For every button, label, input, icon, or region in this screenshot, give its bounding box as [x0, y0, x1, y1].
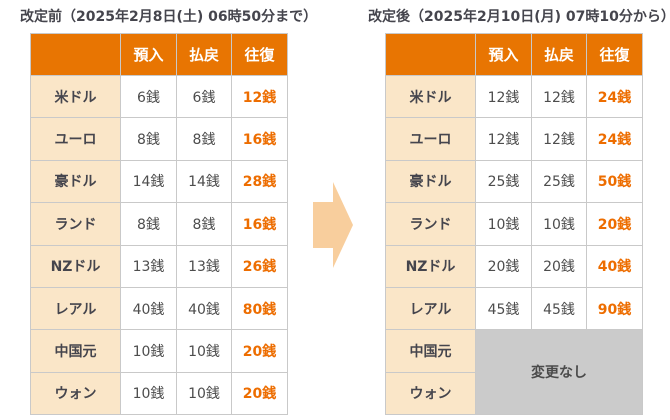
deposit-value: 12銭	[475, 117, 532, 161]
currency-label: 中国元	[30, 329, 121, 373]
currency-label: 米ドル	[385, 74, 476, 119]
deposit-value: 12銭	[475, 74, 532, 119]
roundtrip-value: 28銭	[231, 159, 288, 204]
withdrawal-value: 40銭	[176, 286, 232, 331]
col-header-withdrawal: 払戻	[176, 33, 232, 76]
withdrawal-value: 12銭	[531, 74, 587, 119]
col-header-roundtrip: 往復	[586, 33, 643, 76]
col-header-deposit: 預入	[475, 33, 532, 76]
table-row: ユーロ 8銭 8銭 16銭	[30, 117, 288, 161]
deposit-value: 20銭	[475, 244, 532, 288]
table-row: レアル 40銭 40銭 80銭	[30, 286, 288, 331]
col-header-withdrawal: 払戻	[531, 33, 587, 76]
currency-label: ウォン	[30, 371, 121, 416]
roundtrip-value: 12銭	[231, 74, 288, 119]
currency-label: ランド	[30, 202, 121, 246]
after-table: 預入 払戻 往復 米ドル 12銭 12銭 24銭 ユーロ 12銭 12銭 24銭 豪ドル 25銭 2…	[385, 33, 643, 416]
deposit-value: 40銭	[120, 286, 177, 331]
header-row: 預入 払戻 往復	[385, 33, 643, 76]
withdrawal-value: 25銭	[531, 159, 587, 204]
deposit-value: 10銭	[120, 329, 177, 373]
table-row: ランド 10銭 10銭 20銭	[385, 202, 643, 246]
table-row: 米ドル 12銭 12銭 24銭	[385, 74, 643, 119]
table-row: 米ドル 6銭 6銭 12銭	[30, 74, 288, 119]
col-header-roundtrip: 往復	[231, 33, 288, 76]
withdrawal-value: 45銭	[531, 286, 587, 331]
table-row: ユーロ 12銭 12銭 24銭	[385, 117, 643, 161]
right-arrow-icon	[313, 182, 353, 268]
withdrawal-value: 14銭	[176, 159, 232, 204]
currency-label: NZドル	[30, 244, 121, 288]
corner-cell	[30, 33, 121, 76]
after-title: 改定後（2025年2月10日(月) 07時10分から）	[368, 9, 670, 25]
table-row: ウォン 10銭 10銭 20銭	[30, 371, 288, 416]
roundtrip-value: 20銭	[231, 329, 288, 373]
currency-label: レアル	[30, 286, 121, 331]
header-row: 預入 払戻 往復	[30, 33, 288, 76]
currency-label: ウォン	[385, 371, 476, 416]
currency-label: NZドル	[385, 244, 476, 288]
before-table: 預入 払戻 往復 米ドル 6銭 6銭 12銭 ユーロ 8銭 8銭 16銭 豪ドル 14銭 14銭 28…	[30, 33, 288, 416]
roundtrip-value: 24銭	[586, 117, 643, 161]
currency-label: ユーロ	[30, 117, 121, 161]
deposit-value: 8銭	[120, 202, 177, 246]
currency-label: レアル	[385, 286, 476, 331]
withdrawal-value: 13銭	[176, 244, 232, 288]
withdrawal-value: 10銭	[176, 329, 232, 373]
roundtrip-value: 90銭	[586, 286, 643, 331]
withdrawal-value: 10銭	[531, 202, 587, 246]
corner-cell	[385, 33, 476, 76]
withdrawal-value: 20銭	[531, 244, 587, 288]
no-change-cell: 変更なし	[475, 329, 643, 416]
deposit-value: 6銭	[120, 74, 177, 119]
currency-label: 豪ドル	[385, 159, 476, 204]
currency-label: ユーロ	[385, 117, 476, 161]
deposit-value: 8銭	[120, 117, 177, 161]
roundtrip-value: 26銭	[231, 244, 288, 288]
currency-label: 米ドル	[30, 74, 121, 119]
withdrawal-value: 10銭	[176, 371, 232, 416]
table-row: NZドル 13銭 13銭 26銭	[30, 244, 288, 288]
roundtrip-value: 20銭	[231, 371, 288, 416]
table-row: レアル 45銭 45銭 90銭	[385, 286, 643, 331]
table-row: 中国元 変更なし	[385, 329, 643, 416]
table-row: 中国元 10銭 10銭 20銭	[30, 329, 288, 373]
roundtrip-value: 16銭	[231, 202, 288, 246]
roundtrip-value: 20銭	[586, 202, 643, 246]
currency-label: 中国元	[385, 329, 476, 373]
roundtrip-value: 50銭	[586, 159, 643, 204]
table-row: 豪ドル 25銭 25銭 50銭	[385, 159, 643, 204]
deposit-value: 45銭	[475, 286, 532, 331]
withdrawal-value: 8銭	[176, 117, 232, 161]
table-row: ランド 8銭 8銭 16銭	[30, 202, 288, 246]
roundtrip-value: 40銭	[586, 244, 643, 288]
roundtrip-value: 24銭	[586, 74, 643, 119]
withdrawal-value: 8銭	[176, 202, 232, 246]
roundtrip-value: 16銭	[231, 117, 288, 161]
deposit-value: 13銭	[120, 244, 177, 288]
deposit-value: 10銭	[120, 371, 177, 416]
table-row: NZドル 20銭 20銭 40銭	[385, 244, 643, 288]
currency-label: ランド	[385, 202, 476, 246]
deposit-value: 14銭	[120, 159, 177, 204]
before-table-body: 米ドル 6銭 6銭 12銭 ユーロ 8銭 8銭 16銭 豪ドル 14銭 14銭 28銭 ランド 8銭 8銭 1…	[30, 74, 288, 416]
deposit-value: 25銭	[475, 159, 532, 204]
table-row: 豪ドル 14銭 14銭 28銭	[30, 159, 288, 204]
table-row: ウォン	[385, 371, 643, 416]
after-table-body: 米ドル 12銭 12銭 24銭 ユーロ 12銭 12銭 24銭 豪ドル 25銭 25銭 50銭 ランド 1…	[385, 74, 643, 416]
currency-label: 豪ドル	[30, 159, 121, 204]
withdrawal-value: 12銭	[531, 117, 587, 161]
before-title: 改定前（2025年2月8日(土) 06時50分まで）	[20, 9, 318, 25]
roundtrip-value: 80銭	[231, 286, 288, 331]
col-header-deposit: 預入	[120, 33, 177, 76]
deposit-value: 10銭	[475, 202, 532, 246]
withdrawal-value: 6銭	[176, 74, 232, 119]
